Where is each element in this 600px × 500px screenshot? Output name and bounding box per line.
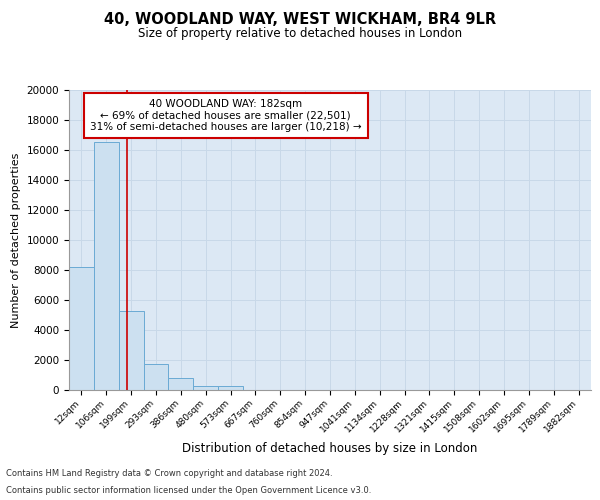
Bar bbox=[69, 267, 94, 390]
Text: Contains HM Land Registry data © Crown copyright and database right 2024.: Contains HM Land Registry data © Crown c… bbox=[6, 468, 332, 477]
Bar bbox=[169, 378, 193, 390]
Y-axis label: Number of detached properties: Number of detached properties bbox=[11, 152, 21, 328]
Text: 40, WOODLAND WAY, WEST WICKHAM, BR4 9LR: 40, WOODLAND WAY, WEST WICKHAM, BR4 9LR bbox=[104, 12, 496, 28]
Bar bbox=[119, 310, 143, 390]
Bar bbox=[218, 386, 243, 390]
Text: Contains public sector information licensed under the Open Government Licence v3: Contains public sector information licen… bbox=[6, 486, 371, 495]
Text: 40 WOODLAND WAY: 182sqm
← 69% of detached houses are smaller (22,501)
31% of sem: 40 WOODLAND WAY: 182sqm ← 69% of detache… bbox=[90, 99, 361, 132]
Bar bbox=[94, 142, 119, 390]
X-axis label: Distribution of detached houses by size in London: Distribution of detached houses by size … bbox=[182, 442, 478, 455]
Bar bbox=[143, 364, 169, 390]
Bar bbox=[193, 386, 218, 390]
Text: Size of property relative to detached houses in London: Size of property relative to detached ho… bbox=[138, 28, 462, 40]
